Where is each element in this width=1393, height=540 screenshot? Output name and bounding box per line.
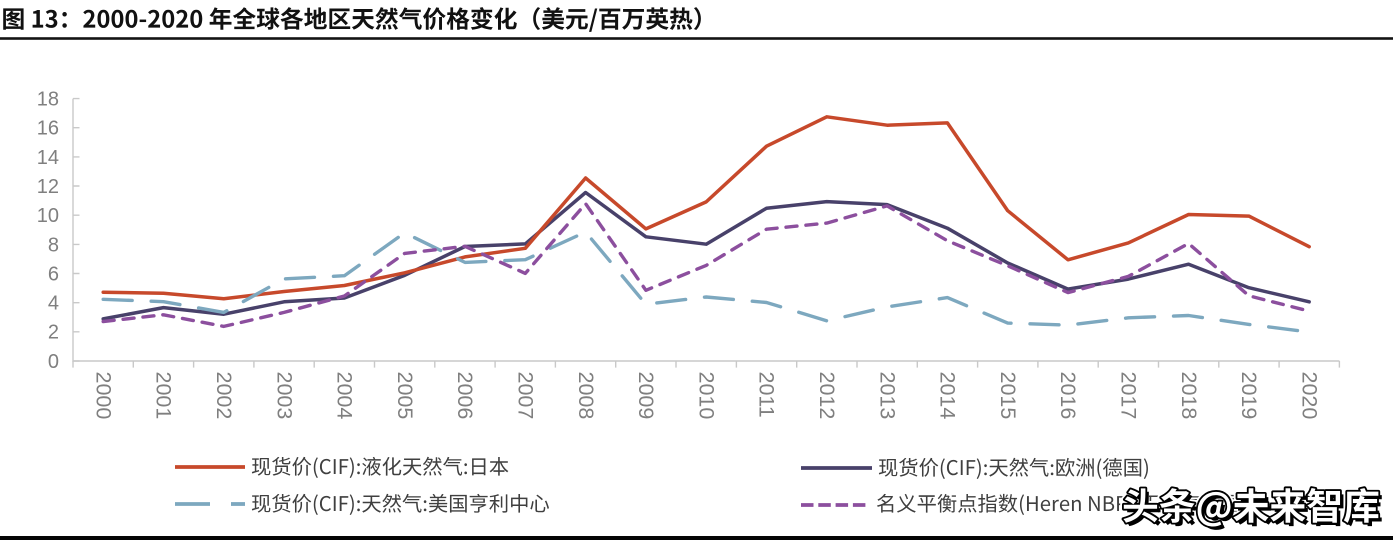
- svg-text:2013: 2013: [875, 372, 899, 420]
- svg-text:2008: 2008: [574, 372, 598, 420]
- svg-text:2015: 2015: [996, 372, 1020, 420]
- svg-text:16: 16: [37, 118, 59, 140]
- svg-text:2007: 2007: [514, 372, 538, 420]
- svg-text:2011: 2011: [755, 372, 779, 418]
- svg-text:6: 6: [48, 263, 59, 285]
- svg-text:2005: 2005: [393, 372, 417, 420]
- svg-text:2002: 2002: [212, 372, 236, 420]
- svg-text:2001: 2001: [152, 372, 176, 420]
- svg-text:8: 8: [48, 234, 59, 256]
- svg-text:2: 2: [48, 322, 59, 344]
- svg-text:2004: 2004: [333, 372, 357, 420]
- svg-text:2018: 2018: [1177, 372, 1201, 420]
- svg-text:2014: 2014: [936, 372, 960, 420]
- svg-text:2010: 2010: [694, 372, 718, 420]
- svg-text:14: 14: [37, 147, 59, 169]
- svg-text:2017: 2017: [1117, 372, 1141, 420]
- svg-text:2020: 2020: [1297, 372, 1321, 420]
- svg-text:10: 10: [37, 205, 59, 227]
- svg-text:0: 0: [48, 351, 59, 373]
- svg-text:2000: 2000: [91, 372, 115, 420]
- svg-text:2019: 2019: [1237, 372, 1261, 420]
- svg-text:18: 18: [37, 89, 59, 111]
- svg-text:2006: 2006: [453, 372, 477, 420]
- svg-text:2012: 2012: [815, 372, 839, 420]
- svg-text:12: 12: [37, 176, 59, 198]
- svg-text:2009: 2009: [634, 372, 658, 420]
- svg-text:2003: 2003: [272, 372, 296, 420]
- svg-text:2016: 2016: [1056, 372, 1080, 420]
- svg-text:4: 4: [48, 293, 59, 315]
